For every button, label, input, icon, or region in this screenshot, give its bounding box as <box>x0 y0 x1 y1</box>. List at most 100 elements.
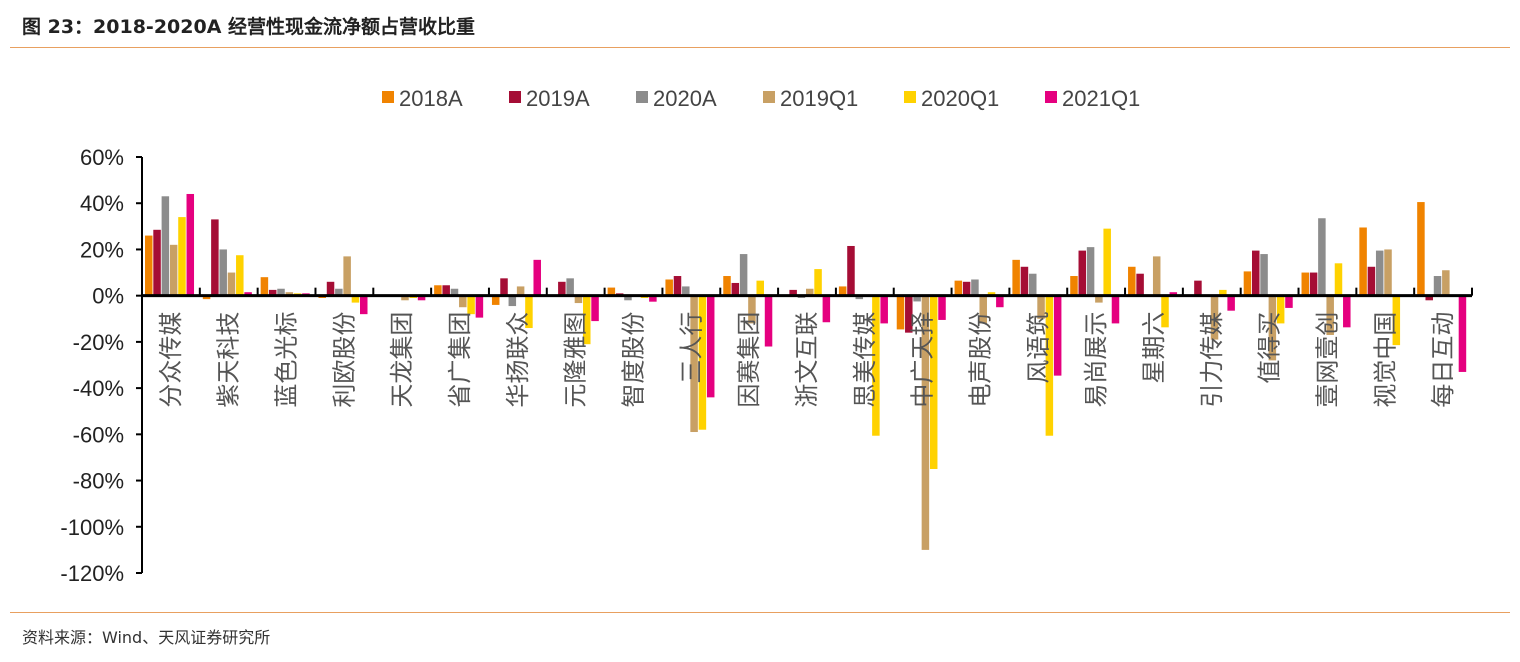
bar-2020A-省广集团 <box>450 288 459 296</box>
bar-2020Q1-华扬联众 <box>525 295 533 329</box>
bar-2019A-星期六 <box>1136 273 1144 296</box>
bar-2018A-电声股份 <box>954 280 963 296</box>
legend-swatch-2021Q1 <box>1045 91 1057 103</box>
bar-2020A-分众传媒 <box>161 196 170 296</box>
bar-2020A-每日互动 <box>1433 276 1442 296</box>
bar-2020Q1-分众传媒 <box>178 217 186 296</box>
bar-2021Q1-分众传媒 <box>186 193 195 296</box>
bar-2018A-值得买 <box>1243 271 1252 296</box>
y-tick-label: 0% <box>92 284 124 309</box>
bar-2021Q1-元隆雅图 <box>591 295 599 322</box>
x-tick-label: 省广集团 <box>446 312 474 408</box>
bar-2020Q1-易尚展示 <box>1103 228 1111 296</box>
x-tick-label: 壹网壹创 <box>1313 312 1341 408</box>
legend-label-2019A: 2019A <box>526 86 590 111</box>
legend-swatch-2018A <box>382 91 394 103</box>
bar-2021Q1-中广天择 <box>938 295 946 320</box>
bar-2018A-蓝色光标 <box>260 277 269 296</box>
legend-label-2021Q1: 2021Q1 <box>1062 86 1140 111</box>
source-note: 资料来源：Wind、天风证券研究所 <box>22 628 271 647</box>
y-tick-label: -20% <box>73 330 124 355</box>
y-tick-label: -120% <box>60 561 124 586</box>
bar-2019Q1-易尚展示 <box>1095 295 1103 303</box>
bar-2021Q1-易尚展示 <box>1111 295 1120 324</box>
bar-2020A-智度股份 <box>624 295 632 301</box>
bar-2019A-利欧股份 <box>326 281 335 296</box>
bar-2021Q1-天龙集团 <box>417 295 426 301</box>
bar-2019A-壹网壹创 <box>1309 272 1318 296</box>
bar-2021Q1-浙文互联 <box>822 295 831 323</box>
bar-2019A-浙文互联 <box>789 289 797 296</box>
x-tick-label: 视觉中国 <box>1371 312 1399 408</box>
bar-2020A-电声股份 <box>971 279 979 296</box>
bar-2019A-值得买 <box>1252 250 1260 296</box>
bar-2020Q1-电声股份 <box>987 292 996 296</box>
bar-2020A-视觉中国 <box>1375 250 1384 296</box>
bar-2018A-星期六 <box>1128 266 1136 296</box>
bar-2019A-紫天科技 <box>211 219 219 296</box>
bar-2019Q1-每日互动 <box>1442 270 1450 296</box>
bar-2018A-因赛集团 <box>723 276 731 296</box>
bar-2019Q1-利欧股份 <box>343 256 351 296</box>
bar-2019Q1-中广天择 <box>921 295 930 550</box>
bar-2021Q1-华扬联众 <box>533 259 541 296</box>
bar-2021Q1-壹网壹创 <box>1343 295 1351 328</box>
bar-2019A-华扬联众 <box>500 278 508 296</box>
bar-2019Q1-浙文互联 <box>806 288 814 296</box>
bar-2020Q1-利欧股份 <box>351 295 360 303</box>
bar-2018A-分众传媒 <box>145 235 153 296</box>
bar-2019Q1-星期六 <box>1152 256 1161 296</box>
bar-2019A-引力传媒 <box>1194 280 1202 296</box>
bar-2021Q1-因赛集团 <box>764 295 773 347</box>
bar-2018A-每日互动 <box>1417 202 1425 296</box>
bar-2019A-风语筑 <box>1020 266 1029 296</box>
bar-2020Q1-元隆雅图 <box>583 295 591 345</box>
bar-2020Q1-壹网壹创 <box>1334 263 1343 296</box>
bar-2020Q1-思美传媒 <box>872 295 880 436</box>
bar-2018A-三人行 <box>665 279 673 296</box>
y-tick-label: -100% <box>60 515 124 540</box>
legend-swatch-2020Q1 <box>904 91 916 103</box>
x-tick-label: 星期六 <box>1140 312 1168 384</box>
bar-2019Q1-壹网壹创 <box>1326 295 1334 335</box>
bar-2020A-壹网壹创 <box>1318 218 1326 296</box>
bar-2019A-思美传媒 <box>847 245 855 296</box>
bar-2020A-易尚展示 <box>1086 247 1095 296</box>
bar-2018A-思美传媒 <box>838 286 847 296</box>
x-tick-label: 分众传媒 <box>157 312 185 408</box>
bar-2020Q1-省广集团 <box>467 295 475 315</box>
bar-2021Q1-省广集团 <box>475 295 484 318</box>
bar-2019Q1-值得买 <box>1268 295 1277 361</box>
x-tick-label: 电声股份 <box>966 312 994 408</box>
bar-2019Q1-视觉中国 <box>1384 249 1392 296</box>
x-tick-label: 中广天择 <box>909 312 937 408</box>
bar-2020A-思美传媒 <box>855 295 864 300</box>
figure-title: 图 23：2018-2020A 经营性现金流净额占营收比重 <box>22 16 476 38</box>
bar-2021Q1-值得买 <box>1285 295 1293 308</box>
bar-2019Q1-三人行 <box>690 295 698 433</box>
bar-2018A-中广天择 <box>896 295 905 330</box>
x-tick-label: 三人行 <box>677 312 705 384</box>
bar-2021Q1-每日互动 <box>1458 295 1467 372</box>
bar-2019A-三人行 <box>673 276 682 296</box>
x-tick-label: 风语筑 <box>1024 312 1052 384</box>
legend-swatch-2020A <box>636 91 648 103</box>
bar-2020A-三人行 <box>682 286 690 296</box>
x-tick-label: 紫天科技 <box>215 312 243 408</box>
bar-2020A-利欧股份 <box>335 288 343 296</box>
bar-2019Q1-省广集团 <box>459 295 467 308</box>
bar-2019Q1-引力传媒 <box>1210 295 1219 340</box>
bar-2019A-元隆雅图 <box>558 281 566 296</box>
bar-2020A-值得买 <box>1260 254 1268 296</box>
bar-2018A-智度股份 <box>607 287 616 296</box>
y-tick-label: -60% <box>73 422 124 447</box>
bar-2020A-紫天科技 <box>219 249 227 296</box>
x-tick-label: 易尚展示 <box>1082 312 1110 408</box>
bar-2019A-省广集团 <box>442 285 450 296</box>
x-tick-label: 因赛集团 <box>735 312 763 408</box>
bar-2018A-壹网壹创 <box>1301 272 1310 296</box>
bar-2019Q1-天龙集团 <box>401 295 409 301</box>
bar-2018A-风语筑 <box>1012 259 1020 296</box>
